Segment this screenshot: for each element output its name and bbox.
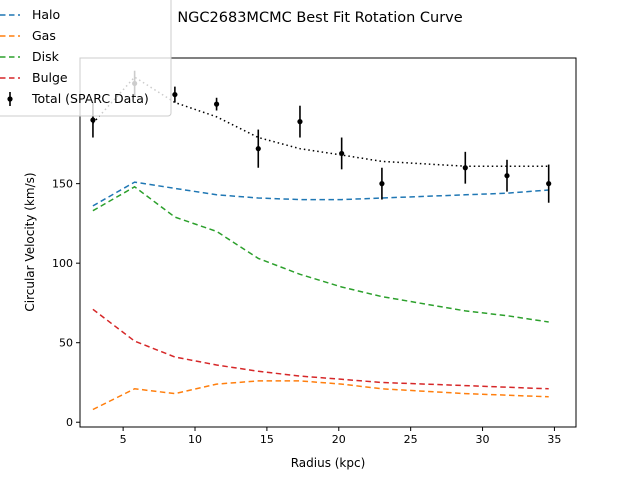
x-tick-label: 10 xyxy=(188,433,202,446)
data-point xyxy=(297,105,303,138)
data-marker xyxy=(213,101,220,107)
y-axis-label: Circular Velocity (km/s) xyxy=(23,172,37,311)
data-point xyxy=(462,151,468,184)
data-point xyxy=(172,86,178,103)
data-point xyxy=(339,137,345,170)
y-axis-ticks: 0 50 100 150 xyxy=(52,178,80,429)
x-tick-label: 5 xyxy=(120,433,127,446)
data-point xyxy=(255,129,261,168)
data-marker xyxy=(339,150,345,157)
y-tick-label: 150 xyxy=(52,178,73,191)
legend-label: Total (SPARC Data) xyxy=(31,91,149,106)
legend-item-total: Total xyxy=(31,0,61,1)
x-tick-label: 20 xyxy=(332,433,346,446)
data-point xyxy=(504,159,510,192)
legend-label: Halo xyxy=(32,7,60,22)
series-line-halo xyxy=(92,181,549,207)
series-line-bulge xyxy=(92,308,549,390)
data-marker xyxy=(546,181,552,187)
x-tick-label: 35 xyxy=(547,433,561,446)
plot-series xyxy=(92,76,549,411)
legend-swatch-marker xyxy=(7,96,13,102)
data-marker xyxy=(90,117,96,123)
data-marker xyxy=(255,146,261,152)
x-axis-label: Radius (kpc) xyxy=(291,456,366,470)
data-point xyxy=(213,97,220,111)
legend-label: Gas xyxy=(32,28,56,43)
legend-item-total-sparc-data: Total (SPARC Data) xyxy=(7,91,149,106)
y-tick-label: 50 xyxy=(59,337,73,350)
data-point xyxy=(546,164,552,203)
series-line-disk xyxy=(92,185,549,323)
chart-legend: Total Halo Gas Disk Bulge Total (SPARC Data) xyxy=(0,0,172,117)
data-marker xyxy=(297,119,303,125)
x-tick-label: 30 xyxy=(476,433,490,446)
plot-frame xyxy=(79,57,577,428)
y-tick-label: 0 xyxy=(66,416,73,429)
legend-label: Bulge xyxy=(32,70,68,85)
legend-item-halo: Halo xyxy=(0,7,60,22)
data-marker xyxy=(462,165,468,171)
legend-item-gas: Gas xyxy=(0,28,56,43)
data-marker xyxy=(172,91,178,98)
data-point xyxy=(379,167,385,200)
chart-title: NGC2683MCMC Best Fit Rotation Curve xyxy=(177,10,462,26)
y-tick-label: 100 xyxy=(52,257,73,270)
x-axis-ticks: 5 10 15 20 25 30 35 xyxy=(120,427,561,446)
legend-item-bulge: Bulge xyxy=(0,70,68,85)
data-marker xyxy=(379,181,385,187)
legend-box xyxy=(0,0,172,117)
x-tick-label: 25 xyxy=(404,433,418,446)
legend-label: Disk xyxy=(32,49,60,64)
x-tick-label: 15 xyxy=(260,433,274,446)
series-line-total xyxy=(92,76,549,167)
data-marker xyxy=(504,173,510,179)
legend-item-disk: Disk xyxy=(0,49,60,64)
legend-label: Total xyxy=(31,0,61,1)
series-line-gas xyxy=(92,380,549,411)
